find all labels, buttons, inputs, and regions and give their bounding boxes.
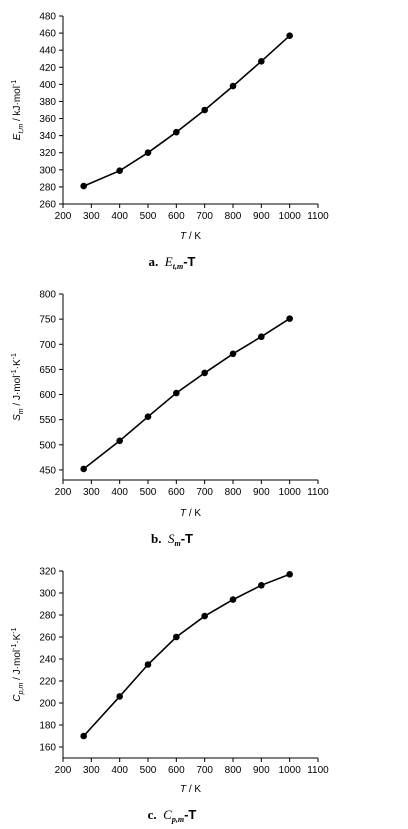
y-tick-label: 440 (39, 46, 56, 57)
data-point (80, 732, 87, 740)
data-point (144, 661, 152, 668)
x-tick-label: 200 (55, 487, 72, 498)
y-tick-label: 360 (39, 114, 56, 125)
chart-0: 200 300 400 500 600 700 800 900 1000 1100 260 280 30… (11, 12, 329, 272)
data-point (173, 389, 180, 397)
x-tick-label: 500 (140, 765, 157, 776)
series-line (83, 573, 290, 737)
data-point (201, 369, 208, 377)
y-tick-label: 380 (39, 97, 56, 108)
y-tick-label: 260 (39, 633, 56, 644)
x-axis-title: T / K (180, 784, 201, 795)
data-point (229, 82, 237, 90)
y-tick-label: 460 (39, 29, 56, 40)
y-tick-label: 700 (39, 340, 56, 351)
y-tick-label: 280 (39, 182, 56, 193)
data-point (286, 571, 293, 578)
y-tick-label: 200 (39, 699, 56, 710)
x-tick-label: 700 (196, 765, 213, 776)
x-tick-label: 400 (111, 211, 128, 222)
y-tick-label: 480 (39, 12, 56, 23)
chart-2: 200 300 400 500 600 700 800 900 1000 1100 160 180 20… (11, 567, 329, 825)
data-point (173, 633, 180, 641)
data-point (80, 465, 87, 473)
x-tick-label: 300 (83, 211, 100, 222)
data-point (229, 596, 237, 603)
x-tick-label: 300 (83, 765, 100, 776)
series-line (83, 35, 291, 187)
x-tick-label: 1000 (279, 487, 302, 498)
y-tick-label: 600 (39, 390, 56, 401)
x-tick-label: 200 (55, 211, 72, 222)
y-tick-label: 320 (39, 148, 56, 159)
y-tick-label: 240 (39, 655, 56, 666)
data-point (116, 693, 123, 700)
y-axis-title: Sm / J·mol-1·K-1 (11, 353, 25, 421)
x-tick-label: 600 (168, 211, 185, 222)
chart-caption: a. Et,m-T (149, 254, 196, 271)
x-tick-label: 1100 (307, 487, 329, 498)
y-tick-label: 550 (39, 415, 56, 426)
y-axis-title: Et,m / kJ·mol-1 (11, 80, 25, 141)
y-tick-label: 260 (39, 200, 56, 211)
chart-caption: c. Cp,m-T (148, 807, 197, 824)
chart-caption: b. Sm-T (151, 531, 193, 548)
y-tick-label: 750 (39, 315, 56, 326)
x-tick-label: 600 (168, 487, 185, 498)
y-tick-label: 420 (39, 63, 56, 74)
data-point (173, 128, 180, 136)
y-tick-label: 340 (39, 131, 56, 142)
data-point (201, 106, 208, 114)
y-tick-label: 180 (39, 721, 56, 732)
y-tick-label: 650 (39, 365, 56, 376)
x-tick-label: 700 (196, 211, 213, 222)
x-tick-label: 600 (168, 765, 185, 776)
x-tick-label: 700 (196, 487, 213, 498)
data-point (201, 612, 208, 620)
y-tick-label: 400 (39, 80, 56, 91)
y-tick-label: 500 (39, 440, 56, 451)
data-point (116, 167, 123, 174)
y-tick-label: 160 (39, 743, 56, 754)
x-tick-label: 1000 (279, 211, 302, 222)
data-point (229, 350, 237, 358)
x-tick-label: 400 (111, 765, 128, 776)
x-tick-label: 1100 (307, 211, 329, 222)
y-tick-label: 800 (39, 290, 56, 301)
y-tick-label: 320 (39, 567, 56, 578)
x-tick-label: 200 (55, 765, 72, 776)
x-tick-label: 500 (140, 487, 157, 498)
x-tick-label: 900 (253, 765, 270, 776)
x-tick-label: 400 (111, 487, 128, 498)
data-point (258, 57, 265, 65)
y-tick-label: 220 (39, 677, 56, 688)
x-tick-label: 900 (253, 487, 270, 498)
y-axis-title: Cp,m / J·mol-1·K-1 (11, 627, 25, 701)
data-point (258, 333, 265, 341)
x-tick-label: 800 (225, 487, 242, 498)
x-tick-label: 500 (140, 211, 157, 222)
data-point (258, 582, 265, 589)
x-axis-title: T / K (180, 231, 201, 242)
series-line (83, 317, 291, 470)
x-tick-label: 900 (253, 211, 270, 222)
x-tick-label: 300 (83, 487, 100, 498)
x-tick-label: 1000 (279, 765, 302, 776)
y-tick-label: 300 (39, 589, 56, 600)
x-tick-label: 800 (225, 211, 242, 222)
data-point (286, 315, 293, 322)
data-point (80, 182, 87, 190)
y-tick-label: 450 (39, 465, 56, 476)
data-point (144, 149, 152, 157)
data-point (286, 32, 293, 39)
data-point (116, 437, 123, 445)
x-tick-label: 800 (225, 765, 242, 776)
data-point (144, 413, 152, 420)
x-tick-label: 1100 (307, 765, 329, 776)
y-tick-label: 280 (39, 611, 56, 622)
y-tick-label: 300 (39, 165, 56, 176)
chart-1: 200 300 400 500 600 700 800 900 1000 1100 450 500 55… (11, 290, 329, 549)
x-axis-title: T / K (180, 508, 201, 519)
